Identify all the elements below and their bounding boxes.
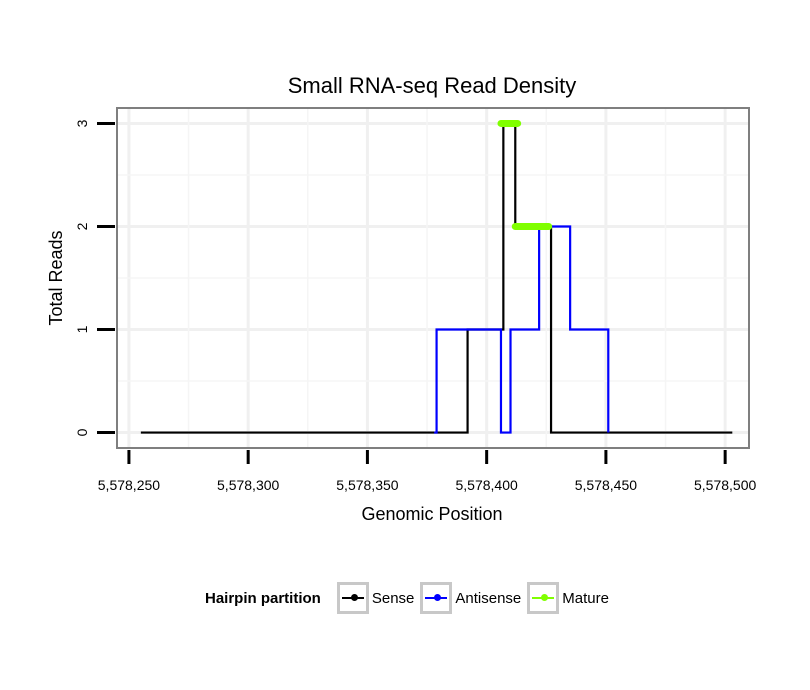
y-axis-label: Total Reads <box>46 230 66 325</box>
x-tick-label: 5,578,300 <box>217 477 279 493</box>
legend-label-sense: Sense <box>371 589 415 607</box>
y-tick-label: 1 <box>74 325 90 333</box>
chart-title: Small RNA-seq Read Density <box>288 73 577 98</box>
legend-label-mature: Mature <box>562 589 609 607</box>
grid-lines <box>117 108 749 448</box>
x-tick-label: 5,578,450 <box>575 477 637 493</box>
legend-item-antisense: Antisense <box>420 582 523 614</box>
series-line-antisense <box>434 225 610 434</box>
legend: Hairpin partition Sense Antisense Mature <box>205 580 615 616</box>
y-tick-label: 3 <box>74 119 90 127</box>
plot-panel-border <box>116 107 750 449</box>
x-tick-label: 5,578,400 <box>456 477 518 493</box>
legend-key-sense <box>336 582 369 614</box>
y-tick-label: 0 <box>74 428 90 436</box>
x-tick-label: 5,578,350 <box>336 477 398 493</box>
legend-label-antisense: Antisense <box>455 589 522 607</box>
axes: 5,578,250 5,578,300 5,578,350 5,578,400 5,57… <box>74 119 756 493</box>
legend-item-sense: Sense <box>336 582 417 614</box>
legend-item-mature: Mature <box>527 582 611 614</box>
legend-key-antisense <box>420 582 453 614</box>
legend-title: Hairpin partition <box>205 589 321 607</box>
y-tick-label: 2 <box>74 222 90 230</box>
x-tick-label: 5,578,500 <box>694 477 756 493</box>
data-series <box>140 119 733 434</box>
legend-key-mature <box>527 582 560 614</box>
x-tick-label: 5,578,250 <box>98 477 160 493</box>
x-axis-label: Genomic Position <box>361 504 502 524</box>
